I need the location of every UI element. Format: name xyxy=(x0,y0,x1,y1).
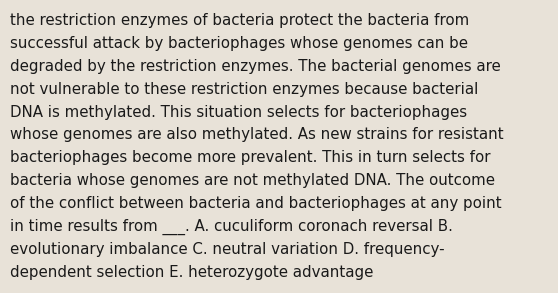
Text: bacteriophages become more prevalent. This in turn selects for: bacteriophages become more prevalent. Th… xyxy=(10,150,490,165)
Text: dependent selection E. heterozygote advantage: dependent selection E. heterozygote adva… xyxy=(10,265,373,280)
Text: DNA is methylated. This situation selects for bacteriophages: DNA is methylated. This situation select… xyxy=(10,105,467,120)
Text: evolutionary imbalance C. neutral variation D. frequency-: evolutionary imbalance C. neutral variat… xyxy=(10,242,445,257)
Text: the restriction enzymes of bacteria protect the bacteria from: the restriction enzymes of bacteria prot… xyxy=(10,13,469,28)
Text: degraded by the restriction enzymes. The bacterial genomes are: degraded by the restriction enzymes. The… xyxy=(10,59,501,74)
Text: whose genomes are also methylated. As new strains for resistant: whose genomes are also methylated. As ne… xyxy=(10,127,504,142)
Text: in time results from ___. A. cuculiform coronach reversal B.: in time results from ___. A. cuculiform … xyxy=(10,219,453,235)
Text: not vulnerable to these restriction enzymes because bacterial: not vulnerable to these restriction enzy… xyxy=(10,82,478,97)
Text: of the conflict between bacteria and bacteriophages at any point: of the conflict between bacteria and bac… xyxy=(10,196,502,211)
Text: bacteria whose genomes are not methylated DNA. The outcome: bacteria whose genomes are not methylate… xyxy=(10,173,495,188)
Text: successful attack by bacteriophages whose genomes can be: successful attack by bacteriophages whos… xyxy=(10,36,468,51)
